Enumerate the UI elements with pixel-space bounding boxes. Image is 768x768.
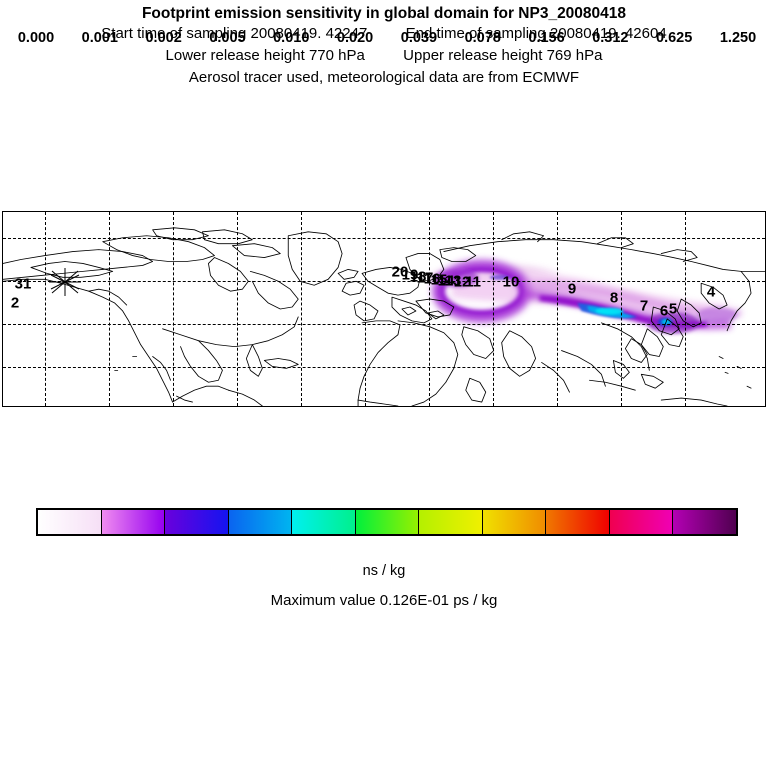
trajectory-label-15: 15: [430, 271, 448, 289]
trajectory-label-14: 14: [437, 272, 455, 290]
colorbar-segment-3: [228, 510, 293, 534]
gridline-lon-60: [493, 212, 494, 406]
gridline-lon-0: [365, 212, 366, 406]
maximum-value-label: Maximum value 0.126E-01 ps / kg: [270, 592, 498, 609]
trajectory-label-9: 9: [567, 280, 577, 298]
trajectory-label-11: 11: [465, 273, 481, 291]
colorbar-segment-9: [609, 510, 674, 534]
colorbar-segment-7: [482, 510, 547, 534]
page-title: Footprint emission sensitivity in global…: [141, 5, 627, 22]
map-canvas: [3, 212, 765, 406]
trajectory-label-6: 6: [659, 302, 669, 320]
gridline-lon-120: [621, 212, 622, 406]
colorbar-segment-10: [673, 510, 737, 534]
start-time-label: Start time of sampling 20080419. 42247: [101, 25, 368, 42]
colorbar: [36, 508, 738, 536]
colorbar-panel: [36, 508, 738, 536]
gridline-lon--30: [301, 212, 302, 406]
gridline-lon--120: [109, 212, 110, 406]
gridline-lon-30: [429, 212, 430, 406]
trajectory-label-2: 2: [10, 294, 20, 312]
trajectory-label-12: 12: [453, 273, 471, 291]
gridline-lon-150: [685, 212, 686, 406]
gridline-lon--90: [173, 212, 174, 406]
release-height-line: Lower release height 770 hPa Upper relea…: [0, 45, 768, 67]
gridline-lon-90: [557, 212, 558, 406]
gridline-lat-30: [3, 281, 765, 282]
trajectory-label-19: 19: [401, 266, 419, 284]
colorbar-tick-0.010: 0.010: [273, 30, 310, 46]
colorbar-segment-5: [355, 510, 420, 534]
colorbar-segment-1: [101, 510, 166, 534]
colorbar-tick-0.002: 0.002: [145, 30, 182, 46]
trajectory-label-13: 13: [444, 272, 462, 290]
gridline-lat-0: [3, 324, 765, 325]
tracer-info-label: Aerosol tracer used, meteorological data…: [188, 69, 580, 86]
colorbar-tick-0.156: 0.156: [528, 30, 565, 46]
trajectory-label-20: 20: [391, 263, 409, 281]
trajectory-label-5: 5: [668, 300, 678, 318]
gridline-lat--30: [3, 367, 765, 368]
map-panel: 31 2 20 19 18 17 16 15 14 13 12 11 10 9 8 7 6 5 4: [2, 211, 766, 407]
colorbar-tick-0.000: 0.000: [17, 30, 55, 46]
colorbar-segment-4: [292, 510, 356, 534]
colorbar-segment-6: [419, 510, 483, 534]
colorbar-tick-0.078: 0.078: [464, 30, 501, 46]
colorbar-tick-1.250: 1.250: [719, 30, 757, 46]
upper-release-height-label: Upper release height 769 hPa: [403, 47, 603, 64]
lower-release-height-label: Lower release height 770 hPa: [165, 47, 365, 64]
colorbar-segment-0: [38, 510, 102, 534]
trajectory-label-17: 17: [416, 269, 434, 287]
emission-sensitivity-plume: [431, 259, 742, 334]
colorbar-tick-0.625: 0.625: [656, 30, 693, 46]
release-site-star-icon: [49, 268, 81, 296]
colorbar-tick-0.005: 0.005: [209, 30, 246, 46]
trajectory-label-7: 7: [639, 297, 649, 315]
end-time-label: End time of sampling 20080419. 42604: [405, 25, 667, 42]
gridline-lat-60: [3, 238, 765, 239]
colorbar-tick-0.001: 0.001: [81, 30, 118, 46]
sampling-time-line: Start time of sampling 20080419. 42247 E…: [0, 23, 768, 45]
gridline-lon--150: [45, 212, 46, 406]
colorbar-segment-8: [546, 510, 610, 534]
gridline-lon--60: [237, 212, 238, 406]
trajectory-label-10: 10: [502, 273, 520, 291]
trajectory-label-18: 18: [409, 268, 427, 286]
trajectory-label-16: 16: [423, 270, 441, 288]
colorbar-tick-0.039: 0.039: [400, 30, 438, 46]
colorbar-tick-0.020: 0.020: [336, 30, 374, 46]
coastline-overlay: [3, 227, 765, 406]
colorbar-tick-labels: 0.000 0.001 0.002 0.005 0.010 0.020 0.039 0.078…: [0, 30, 768, 50]
plot-header: Footprint emission sensitivity in global…: [0, 0, 768, 89]
trajectory-label-8: 8: [609, 289, 619, 307]
trajectory-label-31: 31: [14, 275, 32, 293]
colorbar-segment-2: [165, 510, 229, 534]
colorbar-unit-label: ns / kg: [362, 563, 406, 579]
trajectory-label-4: 4: [706, 283, 716, 301]
colorbar-tick-0.312: 0.312: [592, 30, 629, 46]
